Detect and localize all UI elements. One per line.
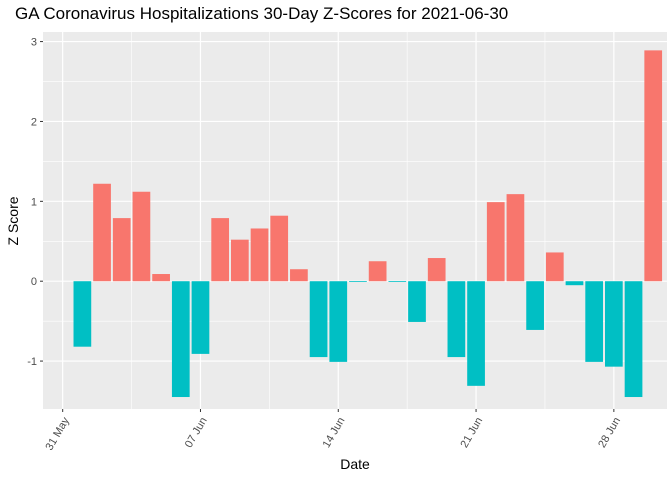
x-tick-label: 07 Jun <box>183 415 210 450</box>
bar-2021-06-18 <box>408 281 426 322</box>
x-tick-label: 14 Jun <box>321 415 348 450</box>
x-tick-label: 21 Jun <box>458 415 485 450</box>
x-axis-label: Date <box>340 456 370 472</box>
bar-2021-06-01 <box>73 281 92 347</box>
y-tick-label: 2 <box>31 116 37 128</box>
x-axis: 31 May 07 Jun 14 Jun 21 Jun 28 Jun <box>44 409 623 453</box>
bar-2021-06-21 <box>467 281 485 386</box>
bar-2021-06-05 <box>152 274 170 282</box>
bar-2021-06-26 <box>565 281 584 286</box>
bar-2021-06-14 <box>329 281 348 362</box>
bar-2021-06-08 <box>211 218 230 282</box>
bar-2021-06-30 <box>644 50 663 282</box>
y-tick-label: -1 <box>27 356 37 368</box>
bar-2021-06-12 <box>290 269 308 282</box>
bar-2021-06-10 <box>250 228 269 282</box>
bar-2021-06-24 <box>526 281 544 330</box>
bar-2021-06-29 <box>624 281 643 398</box>
bar-2021-06-11 <box>270 215 289 282</box>
y-tick-label: 1 <box>31 196 37 208</box>
bar-2021-06-23 <box>506 194 525 282</box>
bar-2021-06-27 <box>585 281 604 362</box>
bar-2021-06-04 <box>132 191 151 282</box>
bar-2021-06-16 <box>368 261 387 282</box>
x-tick-label: 31 May <box>44 415 73 453</box>
x-tick-label: 28 Jun <box>596 415 623 450</box>
bar-2021-06-03 <box>112 218 131 282</box>
bar-2021-06-06 <box>171 281 190 398</box>
bar-2021-06-25 <box>545 252 564 282</box>
bar-2021-06-13 <box>309 281 328 358</box>
y-axis: -1 0 1 2 3 <box>27 37 43 368</box>
bar-2021-06-28 <box>604 281 623 367</box>
y-axis-label: Z Score <box>5 196 21 245</box>
bar-2021-06-15 <box>349 281 367 283</box>
grid-major <box>43 32 667 409</box>
grid-minor <box>43 32 667 409</box>
bars <box>73 50 663 398</box>
y-tick-label: 0 <box>31 276 37 288</box>
y-tick-label: 3 <box>31 37 37 49</box>
bar-2021-06-07 <box>191 281 210 354</box>
chart-title: GA Coronavirus Hospitalizations 30-Day Z… <box>15 4 509 23</box>
bar-2021-06-20 <box>447 281 466 358</box>
bar-2021-06-09 <box>230 239 249 282</box>
bar-2021-06-22 <box>486 202 505 282</box>
bar-2021-06-02 <box>93 183 111 282</box>
bar-2021-06-17 <box>388 281 407 283</box>
bar-2021-06-19 <box>427 258 446 282</box>
